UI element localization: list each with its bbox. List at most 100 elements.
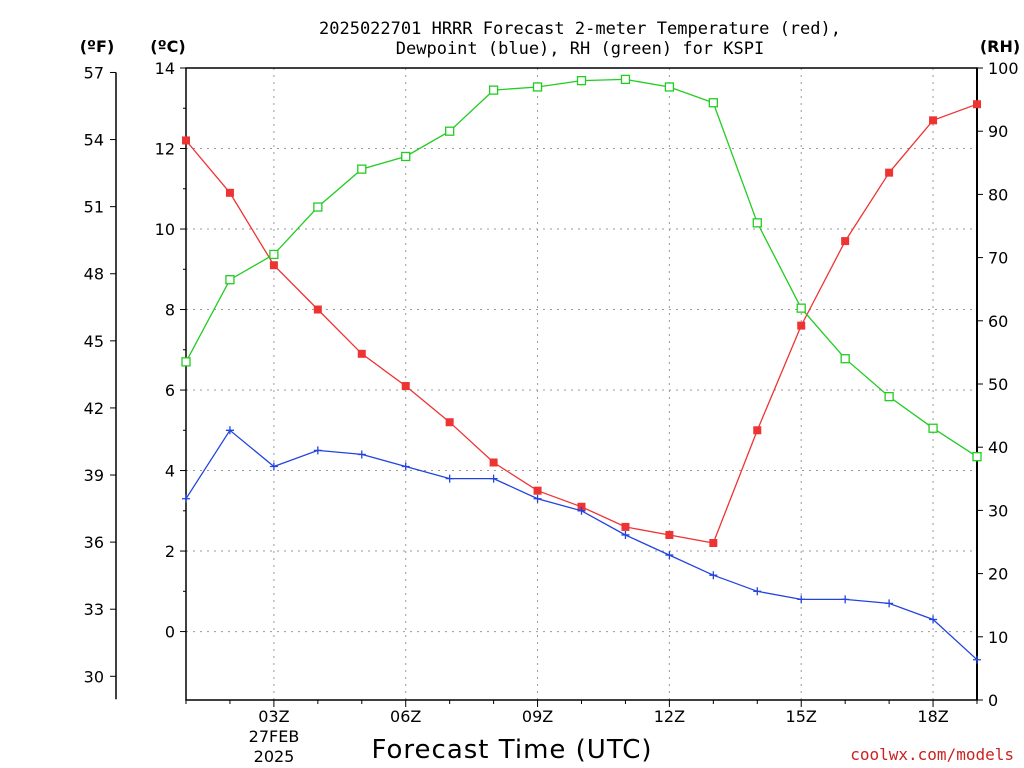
rh-point	[620, 74, 631, 85]
dewpoint-point	[577, 506, 586, 515]
dewpoint-point	[797, 595, 806, 604]
dewpoint-point	[665, 551, 674, 560]
celsius-tick-label: 12	[155, 140, 175, 159]
axes: 0 2 4 6 8 10 12 14 30 33 36 39 42 45 48 51 54 57 0 10 20 30 40…	[84, 59, 1019, 726]
fahrenheit-tick-label: 39	[84, 466, 104, 485]
rh-point	[488, 85, 499, 95]
temperature-point	[489, 458, 498, 467]
rh-point	[181, 357, 191, 367]
temperature-point	[973, 100, 981, 109]
celsius-tick-label: 4	[165, 462, 175, 481]
fahrenheit-tick-label: 45	[84, 332, 104, 351]
rh-point	[576, 75, 587, 86]
fahrenheit-tick-label: 30	[84, 667, 104, 686]
dewpoint-point	[313, 446, 322, 455]
rh-tick-label: 90	[988, 122, 1008, 141]
rh-tick-label: 0	[988, 691, 998, 710]
dewpoint-point	[621, 530, 630, 539]
x-tick-label: 03Z	[258, 707, 289, 726]
temperature-line	[185, 103, 978, 544]
temperature-point	[753, 426, 762, 435]
data-series	[181, 74, 982, 664]
temperature-point	[401, 382, 410, 391]
x-axis-title: Forecast Time (UTC)	[371, 735, 652, 765]
temperature-point	[445, 418, 454, 427]
rh-line	[185, 78, 978, 458]
chart-title-line2: Dewpoint (blue), RH (green) for KSPI	[396, 39, 764, 59]
rh-tick-label: 20	[988, 565, 1008, 584]
dewpoint-point	[401, 462, 410, 471]
dewpoint-point	[533, 494, 542, 503]
temperature-point	[357, 349, 366, 358]
x-tick-label: 09Z	[522, 707, 553, 726]
rh-tick-label: 80	[988, 185, 1008, 204]
fahrenheit-tick-label: 33	[84, 600, 104, 619]
temperature-point	[885, 168, 894, 177]
rh-tick-label: 60	[988, 312, 1008, 331]
x-tick-label: 12Z	[654, 707, 685, 726]
dewpoint-point	[489, 474, 498, 483]
rh-point	[752, 218, 762, 228]
temperature-point	[929, 116, 938, 125]
dewpoint-point	[225, 426, 234, 435]
credit-text: coolwx.com/models	[850, 745, 1014, 764]
rh-point	[401, 151, 411, 162]
rh-point	[708, 98, 718, 108]
fahrenheit-tick-label: 48	[84, 265, 104, 284]
x-date-label-line2: 2025	[254, 747, 295, 766]
rh-point	[269, 249, 279, 260]
rh-unit-label: (RH)	[980, 37, 1020, 56]
temperature-point	[665, 530, 674, 539]
temperature-point	[182, 136, 190, 145]
rh-tick-label: 50	[988, 375, 1008, 394]
dewpoint-point	[841, 595, 850, 604]
dewpoint-point	[709, 571, 718, 580]
celsius-tick-label: 6	[165, 381, 175, 400]
temperature-point	[577, 502, 586, 511]
celsius-unit-label: (ºC)	[150, 37, 185, 56]
dewpoint-point	[357, 450, 366, 459]
plot-frame	[185, 67, 978, 701]
temperature-point	[533, 486, 542, 495]
temperature-point	[225, 188, 234, 197]
temperature-point	[797, 321, 806, 330]
dewpoint-point	[973, 655, 981, 664]
fahrenheit-tick-label: 57	[84, 63, 104, 82]
temperature-point	[841, 237, 850, 246]
rh-point	[972, 452, 982, 462]
rh-point	[928, 423, 938, 433]
temperature-point	[313, 305, 322, 314]
temperature-point	[709, 539, 718, 548]
rh-point	[225, 275, 235, 285]
x-tick-label: 15Z	[786, 707, 817, 726]
rh-tick-label: 70	[988, 249, 1008, 268]
x-date-label-line1: 27FEB	[249, 727, 300, 746]
dewpoint-point	[269, 462, 278, 471]
rh-point	[313, 202, 323, 212]
dewpoint-point	[885, 599, 894, 608]
temperature-point	[269, 261, 278, 270]
celsius-tick-label: 2	[165, 542, 175, 561]
rh-point	[532, 82, 543, 92]
rh-point	[884, 391, 894, 402]
rh-tick-label: 10	[988, 628, 1008, 647]
grid-lines	[186, 68, 977, 700]
celsius-tick-label: 0	[165, 623, 175, 642]
fahrenheit-tick-label: 42	[84, 399, 104, 418]
rh-point	[445, 126, 455, 136]
rh-tick-label: 40	[988, 438, 1008, 457]
dewpoint-point	[182, 494, 190, 503]
fahrenheit-tick-label: 51	[84, 198, 104, 217]
rh-tick-label: 100	[988, 59, 1019, 78]
rh-point	[664, 82, 675, 92]
temperature-point	[621, 522, 630, 531]
celsius-tick-label: 8	[165, 301, 175, 320]
rh-point	[840, 354, 850, 364]
x-tick-label: 18Z	[917, 707, 948, 726]
fahrenheit-tick-label: 54	[84, 131, 104, 150]
rh-point	[796, 303, 806, 313]
dewpoint-point	[753, 587, 762, 596]
chart-title-line1: 2025022701 HRRR Forecast 2-meter Tempera…	[319, 19, 841, 39]
rh-point	[357, 164, 367, 174]
